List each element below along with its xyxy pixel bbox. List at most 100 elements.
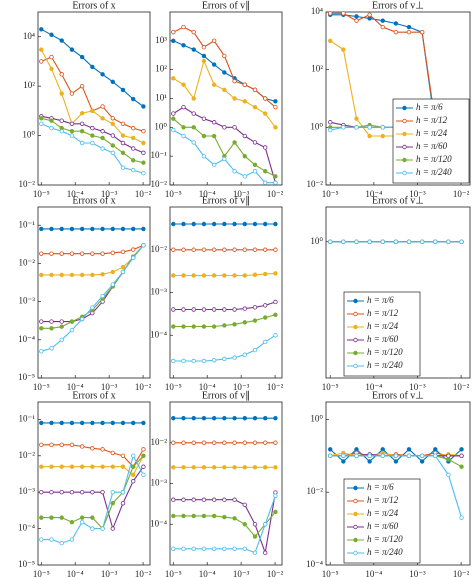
- marker: [90, 125, 95, 131]
- marker: [273, 509, 278, 515]
- x-tick-label: 10⁻²: [453, 569, 470, 577]
- marker: [131, 125, 136, 131]
- marker: [69, 129, 75, 134]
- marker: [171, 221, 176, 227]
- marker: [191, 324, 196, 329]
- marker: [232, 221, 237, 227]
- marker: [242, 320, 247, 325]
- marker: [69, 420, 75, 426]
- legend-marker: [353, 485, 358, 491]
- marker: [49, 54, 54, 60]
- marker: [131, 146, 136, 151]
- marker: [110, 79, 115, 84]
- marker: [263, 271, 268, 277]
- marker: [341, 125, 346, 130]
- legend-label: h = π/240: [367, 547, 403, 557]
- marker: [171, 497, 176, 502]
- marker: [171, 358, 176, 364]
- marker: [263, 303, 268, 308]
- marker: [39, 420, 44, 426]
- marker: [69, 327, 75, 333]
- marker: [171, 273, 176, 278]
- marker: [171, 416, 176, 421]
- marker: [263, 96, 268, 101]
- marker: [141, 226, 146, 232]
- marker: [211, 416, 217, 421]
- legend-marker: [353, 363, 358, 369]
- marker: [181, 513, 186, 519]
- marker: [406, 29, 412, 35]
- y-tick-label: 10⁻²: [19, 450, 36, 460]
- marker: [141, 160, 146, 165]
- y-tick-label: 10⁻⁵: [18, 372, 35, 382]
- legend-label: h = π/24: [416, 128, 448, 138]
- marker: [171, 546, 176, 551]
- marker: [446, 453, 451, 458]
- x-tick-label: 10⁻³: [409, 189, 426, 199]
- marker: [59, 540, 64, 546]
- marker: [49, 464, 54, 469]
- marker: [131, 135, 136, 141]
- marker: [222, 440, 227, 445]
- marker: [100, 293, 105, 299]
- legend-label: h = π/6: [416, 102, 443, 112]
- marker: [242, 352, 247, 357]
- marker: [110, 282, 115, 287]
- panel: Errors of x 10⁻⁵ 10⁻⁴ 10⁻³ 10⁻² 10⁻⁵ 10⁻⁴ 10⁻³ 1…: [18, 390, 151, 577]
- marker: [181, 82, 186, 87]
- marker: [211, 440, 217, 445]
- marker: [232, 516, 237, 521]
- marker: [232, 273, 237, 278]
- x-tick-label: 10⁻⁵: [322, 189, 339, 199]
- marker: [171, 127, 176, 133]
- marker: [222, 514, 227, 520]
- legend-marker: [402, 131, 407, 137]
- marker: [446, 239, 451, 244]
- marker: [341, 47, 346, 52]
- panel: Errors of v⊥ 10⁻⁵ 10⁻⁴ 10⁻³ 10⁻² 10⁻² 10⁰ 10² 10…: [307, 0, 471, 199]
- marker: [263, 416, 268, 421]
- marker: [39, 226, 44, 232]
- y-tick-label: 10⁰: [154, 121, 167, 131]
- marker: [367, 239, 372, 244]
- marker: [120, 121, 126, 126]
- y-tick-label: 10⁻⁴: [150, 329, 167, 339]
- marker: [354, 239, 359, 244]
- marker: [406, 447, 412, 452]
- marker: [181, 416, 186, 421]
- legend-marker: [353, 550, 358, 556]
- marker: [232, 96, 237, 101]
- marker: [191, 513, 196, 519]
- marker: [191, 29, 196, 35]
- legend-label: h = π/240: [416, 167, 452, 177]
- marker: [459, 515, 464, 520]
- legend-label: h = π/120: [416, 154, 452, 164]
- y-tick-label: 10⁴: [23, 31, 35, 41]
- marker: [354, 453, 359, 458]
- marker: [131, 247, 136, 252]
- marker: [39, 489, 44, 495]
- marker: [69, 537, 75, 542]
- legend-label: h = π/240: [367, 360, 403, 370]
- marker: [242, 306, 247, 311]
- marker: [393, 239, 399, 244]
- marker: [120, 453, 126, 458]
- panel-title: Errors of v∥: [202, 195, 250, 206]
- legend-label: h = π/60: [367, 334, 399, 344]
- marker: [354, 125, 359, 130]
- marker: [201, 416, 207, 421]
- legend-label: h = π/120: [367, 347, 403, 357]
- x-tick-label: 10⁻⁴: [365, 382, 382, 392]
- marker: [367, 133, 372, 139]
- x-tick-label: 10⁻³: [233, 382, 250, 392]
- marker: [39, 27, 44, 32]
- marker: [252, 416, 258, 421]
- marker: [181, 358, 186, 364]
- marker: [222, 546, 227, 551]
- marker: [211, 273, 217, 278]
- marker: [90, 464, 95, 469]
- marker: [69, 464, 75, 469]
- marker: [49, 537, 54, 542]
- marker: [110, 450, 115, 456]
- marker: [59, 464, 64, 469]
